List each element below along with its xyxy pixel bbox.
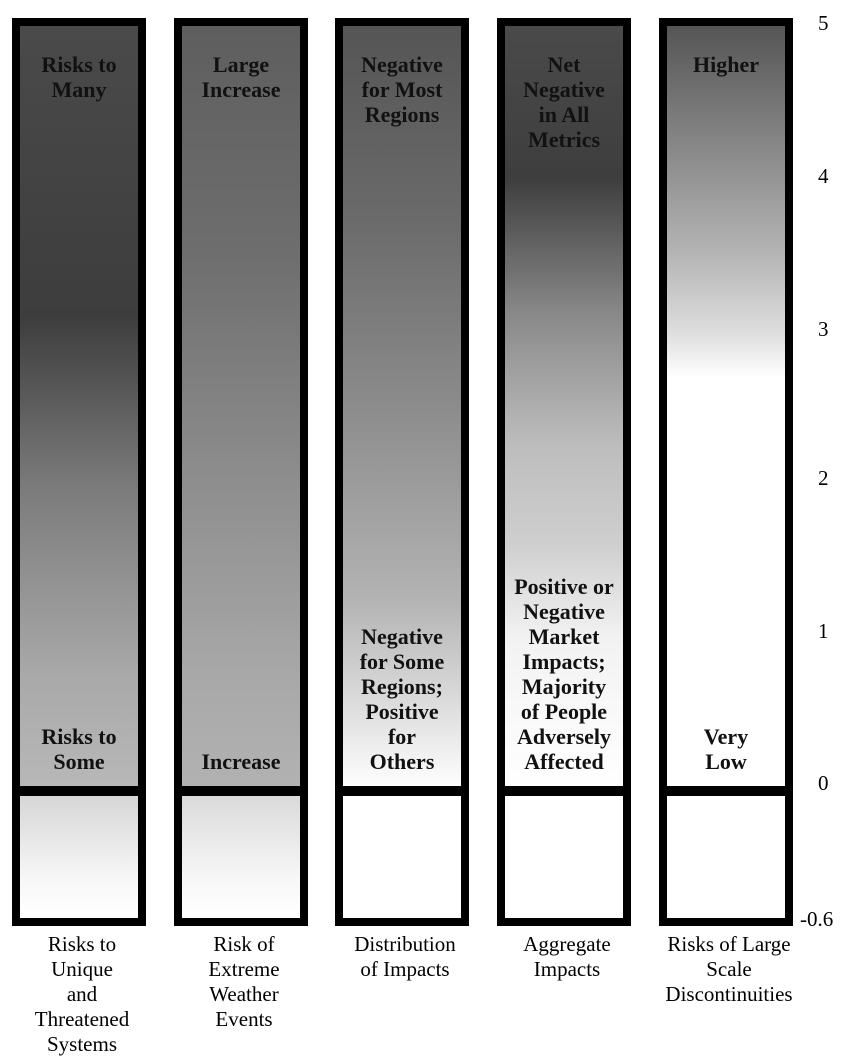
column-caption: Distribution of Impacts bbox=[354, 932, 456, 981]
column-gradient-upper bbox=[667, 26, 785, 790]
bottom-label: Positive or Negative Market Impacts; Maj… bbox=[514, 574, 614, 774]
column-gradient-lower bbox=[182, 796, 300, 918]
bottom-label: Increase bbox=[201, 749, 281, 774]
axis-tick-label: 1 bbox=[818, 619, 829, 643]
column-extreme-weather-events: Large Increase Increase bbox=[174, 18, 308, 926]
column-gradient-upper bbox=[182, 26, 300, 790]
column-distribution-of-impacts: Negative for Most Regions Negative for S… bbox=[335, 18, 469, 926]
column-gradient-lower bbox=[20, 796, 138, 918]
top-label: Large Increase bbox=[201, 52, 281, 102]
column-large-scale-discontinuities: Higher Very Low bbox=[659, 18, 793, 926]
column-caption: Aggregate Impacts bbox=[523, 932, 611, 981]
zero-line bbox=[497, 786, 631, 798]
top-label: Net Negative in All Metrics bbox=[523, 52, 605, 152]
bottom-label: Negative for Some Regions; Positive for … bbox=[359, 624, 445, 774]
zero-line bbox=[659, 786, 793, 798]
bottom-label: Risks to Some bbox=[41, 724, 117, 774]
column-gradient-lower bbox=[505, 796, 623, 918]
column-gradient-lower bbox=[667, 796, 785, 918]
top-label: Negative for Most Regions bbox=[361, 52, 443, 127]
axis-tick-label: 2 bbox=[818, 466, 829, 490]
axis-tick-label: 5 bbox=[818, 11, 829, 35]
top-label: Higher bbox=[693, 52, 759, 77]
axis-tick-label: 0 bbox=[818, 771, 829, 795]
top-label: Risks to Many bbox=[41, 52, 117, 102]
column-gradient-lower bbox=[343, 796, 461, 918]
zero-line bbox=[12, 786, 146, 798]
column-caption: Risks of Large Scale Discontinuities bbox=[665, 932, 793, 1006]
zero-line bbox=[174, 786, 308, 798]
column-aggregate-impacts: Net Negative in All Metrics Positive or … bbox=[497, 18, 631, 926]
column-unique-threatened-systems: Risks to Many Risks to Some bbox=[12, 18, 146, 926]
column-gradient-upper bbox=[343, 26, 461, 790]
axis-tick-label: 4 bbox=[818, 164, 829, 188]
bottom-label: Very Low bbox=[703, 724, 749, 774]
axis-tick-label: -0.6 bbox=[800, 907, 834, 931]
column-gradient-upper bbox=[20, 26, 138, 790]
axis-tick-label: 3 bbox=[818, 317, 829, 341]
column-gradient-upper bbox=[505, 26, 623, 790]
column-caption: Risk of Extreme Weather Events bbox=[208, 932, 280, 1031]
zero-line bbox=[335, 786, 469, 798]
column-caption: Risks to Unique and Threatened Systems bbox=[34, 932, 130, 1056]
